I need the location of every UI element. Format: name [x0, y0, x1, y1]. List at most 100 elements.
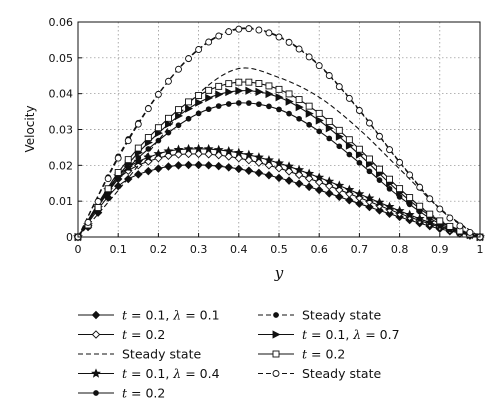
data-point-dot [135, 155, 142, 161]
data-point-square-open [195, 92, 203, 99]
x-axis-label: y [274, 264, 284, 282]
plot-curves [73, 25, 485, 242]
data-point-star [344, 184, 355, 194]
data-point-square-open [275, 85, 283, 93]
data-point-dot [266, 103, 272, 110]
data-point-circle-open [456, 222, 464, 230]
data-point-circle-open [255, 26, 263, 34]
data-point-diamond-open [234, 153, 244, 163]
data-point-star [354, 188, 365, 199]
data-point-triangle-right [345, 141, 354, 150]
data-point-dot [316, 128, 323, 135]
data-point-square-open [426, 210, 434, 218]
data-point-dot [356, 159, 363, 166]
data-point-diamond-open [244, 155, 254, 165]
data-point-star [264, 154, 274, 165]
legend-item: t = 0.2 [78, 327, 165, 342]
data-point-circle-open [94, 198, 102, 206]
data-point-dot [215, 103, 222, 109]
data-point-star [91, 368, 101, 378]
series-line [77, 67, 481, 238]
x-tick-label: 0.1 [109, 243, 127, 256]
x-tick-label: 0.7 [351, 243, 369, 256]
data-point-star [223, 145, 234, 156]
legend-item: t = 0.1, λ = 0.7 [258, 327, 400, 342]
data-point-diamond-filled [294, 179, 304, 188]
data-point-circle-open [272, 370, 280, 377]
x-tick-label: 0.4 [230, 243, 248, 256]
data-point-circle-open [104, 175, 112, 183]
data-point-diamond-filled [284, 176, 294, 185]
data-point-square-open [245, 78, 253, 86]
data-point-circle-open [154, 90, 162, 98]
data-point-triangle-right [164, 120, 174, 129]
data-point-dot [145, 146, 152, 152]
data-point-star [334, 180, 345, 190]
data-point-star [243, 149, 254, 160]
x-axis-ticks: 0 0.1 0.2 0.3 0.4 0.5 0.6 0.7 0.8 0.9 1 [75, 233, 484, 256]
data-point-square-open [164, 114, 172, 122]
data-point-diamond-filled [375, 206, 384, 215]
legend-item: t = 0.1, λ = 0.1 [78, 308, 220, 323]
data-point-star [374, 197, 385, 207]
data-point-dot [376, 177, 383, 183]
data-point-square-open [215, 82, 223, 90]
series-9 [74, 25, 484, 241]
data-point-diamond-filled [164, 162, 173, 171]
data-point-star [183, 143, 194, 154]
data-point-triangle-right [195, 98, 204, 107]
data-point-square-open [335, 126, 343, 134]
y-tick-label: 0.04 [49, 88, 74, 101]
legend-item: Steady state [258, 308, 381, 323]
data-point-circle-open [164, 77, 172, 85]
x-tick-label: 0.8 [391, 243, 409, 256]
data-point-diamond-filled [345, 196, 354, 205]
data-point-star [314, 172, 325, 182]
data-point-star [394, 205, 405, 216]
data-point-circle-open [376, 132, 383, 140]
data-point-circle-open [84, 219, 92, 226]
data-point-dot [336, 143, 343, 150]
data-point-diamond-filled [244, 166, 254, 175]
data-point-square-open [386, 175, 393, 183]
data-point-circle-open [466, 228, 474, 236]
data-point-square-open [272, 350, 280, 358]
data-point-square-open [446, 222, 454, 230]
data-point-diamond-filled [174, 161, 183, 170]
data-point-diamond-filled [304, 182, 314, 192]
legend-item: t = 0.2 [78, 386, 165, 401]
data-point-circle-open [134, 120, 142, 128]
data-point-triangle-right [205, 93, 214, 103]
data-point-dot [306, 121, 313, 128]
data-point-dot [296, 115, 302, 122]
data-point-star [364, 193, 375, 203]
data-point-diamond-filled [365, 202, 374, 212]
data-point-circle-open [426, 195, 434, 203]
series-3 [77, 67, 481, 238]
data-point-square-open [305, 102, 313, 110]
data-point-circle-open [114, 154, 122, 162]
series-8 [74, 78, 484, 241]
data-point-star [233, 147, 244, 157]
data-point-circle-open [124, 137, 132, 145]
data-point-square-open [325, 117, 333, 125]
data-point-dot [273, 312, 279, 318]
data-point-star [163, 146, 174, 156]
data-point-star [203, 143, 214, 154]
data-point-square-open [114, 169, 122, 176]
data-point-star [274, 158, 284, 168]
data-point-dot [185, 115, 192, 122]
data-point-diamond-filled [154, 164, 163, 173]
data-point-square-open [406, 194, 414, 202]
x-tick-label: 0 [75, 243, 82, 256]
data-point-triangle-right [335, 132, 344, 141]
data-point-triangle-right [285, 97, 294, 106]
data-point-dot [165, 129, 172, 136]
data-point-triangle-right [265, 89, 274, 99]
data-point-triangle-right [295, 103, 304, 112]
data-point-dot [155, 137, 162, 144]
data-point-dot [175, 122, 182, 129]
data-point-circle-open [446, 214, 454, 222]
data-point-dot [93, 390, 99, 396]
data-point-circle-open [185, 55, 193, 63]
